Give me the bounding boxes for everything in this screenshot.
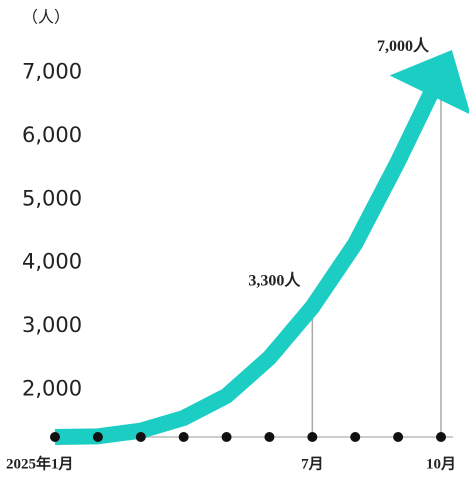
arrow-head bbox=[389, 50, 469, 114]
x-dot bbox=[221, 432, 232, 442]
x-dot bbox=[436, 432, 446, 442]
x-dot bbox=[393, 432, 404, 442]
x-dot bbox=[135, 432, 146, 442]
x-dot bbox=[350, 432, 361, 442]
x-dot bbox=[50, 432, 60, 442]
x-dot bbox=[178, 432, 189, 442]
y-tick-label: 5,000 bbox=[22, 186, 82, 210]
y-axis-label: （人） bbox=[22, 8, 70, 27]
y-tick-label: 4,000 bbox=[22, 250, 82, 274]
x-dot bbox=[264, 432, 275, 442]
x-tick-label: 10月 bbox=[426, 455, 456, 472]
growth-line bbox=[54, 69, 449, 445]
value-label: 7,000人 bbox=[377, 37, 430, 55]
x-tick-label: 7月 bbox=[301, 455, 324, 472]
y-tick-label: 6,000 bbox=[22, 123, 82, 147]
x-tick-label: 2025年1月 bbox=[6, 454, 74, 472]
x-dot bbox=[92, 432, 103, 442]
x-dot bbox=[307, 432, 318, 442]
y-tick-label: 7,000 bbox=[22, 60, 82, 84]
y-tick-label: 2,000 bbox=[22, 376, 82, 400]
value-label: 3,300人 bbox=[248, 272, 301, 290]
y-tick-label: 3,000 bbox=[22, 313, 82, 337]
